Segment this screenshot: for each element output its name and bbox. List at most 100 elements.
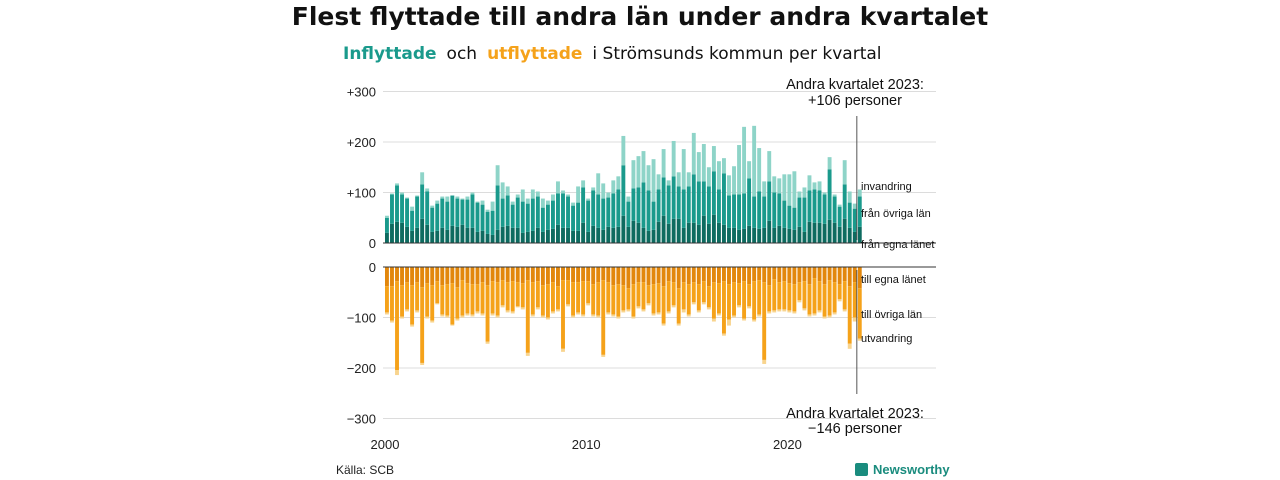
bar-in-local bbox=[470, 227, 475, 243]
bar-in-foreign bbox=[480, 200, 485, 205]
bar-out-local bbox=[631, 267, 636, 285]
bar-out-other bbox=[747, 284, 752, 307]
bar-out-other bbox=[802, 281, 807, 309]
bar-out-local bbox=[762, 267, 767, 283]
bar-in-local bbox=[621, 215, 626, 243]
bar-out-local bbox=[616, 267, 621, 285]
bar-out-other bbox=[847, 286, 852, 344]
bar-out-other bbox=[465, 283, 470, 314]
bar-in-local bbox=[641, 227, 646, 243]
bar-in-local bbox=[646, 230, 651, 243]
bar-in-other bbox=[837, 206, 842, 227]
bar-in-other bbox=[410, 210, 415, 231]
bar-in-local bbox=[636, 222, 641, 243]
bar-out-foreign bbox=[450, 324, 455, 326]
bar-in-local bbox=[676, 218, 681, 243]
bar-in-local bbox=[626, 226, 631, 243]
subtitle-inflyttade: Inflyttade bbox=[343, 44, 437, 64]
bar-in-foreign bbox=[485, 209, 490, 212]
bar-in-foreign bbox=[757, 148, 762, 192]
bar-in-other bbox=[596, 194, 601, 228]
bar-in-foreign bbox=[827, 157, 832, 170]
bar-out-local bbox=[742, 267, 747, 282]
bar-out-other bbox=[505, 282, 510, 311]
bar-in-foreign bbox=[706, 167, 711, 187]
bar-in-other bbox=[435, 203, 440, 231]
bar-out-other bbox=[711, 282, 716, 319]
bar-in-other bbox=[666, 185, 671, 224]
bar-in-local bbox=[681, 227, 686, 243]
bar-out-other bbox=[727, 284, 731, 320]
bar-in-foreign bbox=[817, 181, 822, 191]
bar-out-local bbox=[440, 267, 445, 286]
bar-in-local bbox=[535, 227, 540, 243]
chart-bars bbox=[385, 125, 862, 376]
bar-out-other bbox=[792, 284, 797, 312]
bar-out-local bbox=[495, 267, 500, 283]
bar-in-foreign bbox=[832, 194, 837, 197]
bar-in-foreign bbox=[631, 160, 636, 189]
bar-out-local bbox=[385, 267, 389, 287]
bar-out-local bbox=[510, 267, 515, 282]
bar-out-local bbox=[465, 267, 470, 284]
bar-out-other bbox=[737, 283, 741, 306]
bar-out-foreign bbox=[400, 316, 404, 319]
bar-out-other bbox=[415, 282, 420, 311]
bar-out-other bbox=[686, 284, 691, 315]
bar-out-local bbox=[681, 267, 686, 283]
bar-in-foreign bbox=[571, 202, 576, 206]
y-tick-label-bottom: −300 bbox=[347, 412, 376, 427]
bar-out-local bbox=[787, 267, 792, 284]
bar-out-other bbox=[782, 281, 787, 310]
bar-in-foreign bbox=[727, 175, 731, 196]
bar-in-other bbox=[732, 194, 736, 228]
bar-out-other bbox=[576, 282, 581, 313]
bar-in-foreign bbox=[852, 203, 857, 209]
bar-out-foreign bbox=[737, 305, 741, 308]
bar-in-other bbox=[510, 204, 515, 228]
bar-out-other bbox=[837, 284, 842, 300]
bar-in-foreign bbox=[500, 182, 505, 199]
bar-out-other bbox=[400, 285, 404, 317]
bar-out-local bbox=[395, 267, 399, 282]
bar-out-foreign bbox=[706, 307, 711, 310]
bar-in-foreign bbox=[545, 200, 550, 205]
bar-in-other bbox=[777, 193, 782, 226]
bar-in-foreign bbox=[425, 188, 430, 192]
bar-in-other bbox=[515, 197, 520, 228]
source-label: Källa: SCB bbox=[336, 463, 395, 477]
y-tick-label-top: +100 bbox=[347, 186, 376, 201]
bar-out-foreign bbox=[752, 319, 757, 322]
bar-out-foreign bbox=[661, 323, 666, 326]
bar-in-foreign bbox=[530, 189, 535, 199]
bar-in-other bbox=[400, 194, 404, 223]
bar-out-foreign bbox=[420, 362, 425, 365]
bar-in-other bbox=[485, 211, 490, 234]
subtitle-utflyttade: utflyttade bbox=[487, 44, 583, 64]
bar-out-other bbox=[857, 288, 862, 339]
bar-in-local bbox=[596, 227, 601, 243]
y-tick-label-top: +200 bbox=[347, 135, 376, 150]
bar-out-foreign bbox=[852, 317, 857, 322]
bar-in-foreign bbox=[550, 194, 555, 201]
newsworthy-logo: Newsworthy bbox=[855, 462, 950, 477]
bar-out-other bbox=[742, 281, 747, 319]
bar-in-foreign bbox=[556, 181, 560, 194]
bar-out-foreign bbox=[410, 324, 415, 327]
bar-in-other bbox=[742, 193, 747, 229]
bar-out-foreign bbox=[616, 316, 621, 319]
bar-in-other bbox=[812, 189, 817, 223]
bar-in-local bbox=[716, 222, 721, 243]
bar-out-foreign bbox=[435, 303, 440, 305]
bar-in-other bbox=[656, 189, 661, 222]
bar-in-local bbox=[415, 227, 420, 243]
bar-in-local bbox=[757, 228, 762, 243]
bar-out-local bbox=[686, 267, 691, 285]
bar-out-foreign bbox=[837, 299, 842, 302]
bar-in-local bbox=[787, 228, 792, 243]
bar-out-foreign bbox=[485, 341, 490, 344]
bar-in-local bbox=[500, 226, 505, 243]
bar-in-local bbox=[420, 218, 425, 243]
bar-in-other bbox=[711, 171, 716, 215]
bar-in-local bbox=[561, 227, 565, 243]
